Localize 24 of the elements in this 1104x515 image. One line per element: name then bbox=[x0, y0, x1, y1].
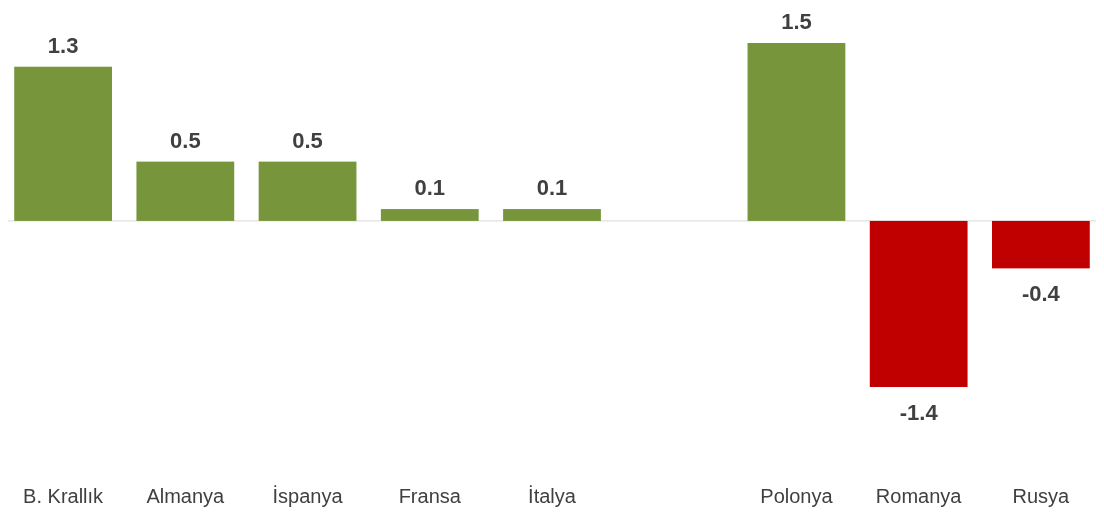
x-tick-label: İspanya bbox=[272, 485, 344, 507]
bar bbox=[258, 161, 357, 221]
x-tick-label: Rusya bbox=[1012, 485, 1071, 507]
bar bbox=[14, 66, 112, 221]
x-tick-label: Fransa bbox=[398, 485, 462, 507]
x-tick-label: Polonya bbox=[760, 485, 834, 507]
data-label: -0.4 bbox=[1021, 281, 1061, 307]
data-label: 0.5 bbox=[170, 127, 201, 153]
data-label: -1.4 bbox=[899, 400, 939, 425]
x-tick-label: Almanya bbox=[146, 485, 226, 507]
data-label: 1.5 bbox=[781, 9, 812, 34]
x-tick-label: İtalya bbox=[528, 485, 577, 507]
data-label: 0.5 bbox=[292, 127, 323, 153]
x-tick-label: Romanya bbox=[875, 485, 963, 507]
bar bbox=[503, 209, 601, 221]
bar bbox=[136, 161, 235, 221]
data-label: 0.1 bbox=[414, 175, 446, 201]
x-tick-label: B. Krallık bbox=[23, 485, 105, 507]
bar bbox=[747, 43, 846, 221]
data-label: 1.3 bbox=[47, 32, 79, 58]
bar bbox=[992, 220, 1090, 269]
data-label: 0.1 bbox=[536, 175, 568, 201]
bar bbox=[869, 220, 968, 387]
bar bbox=[380, 209, 479, 221]
